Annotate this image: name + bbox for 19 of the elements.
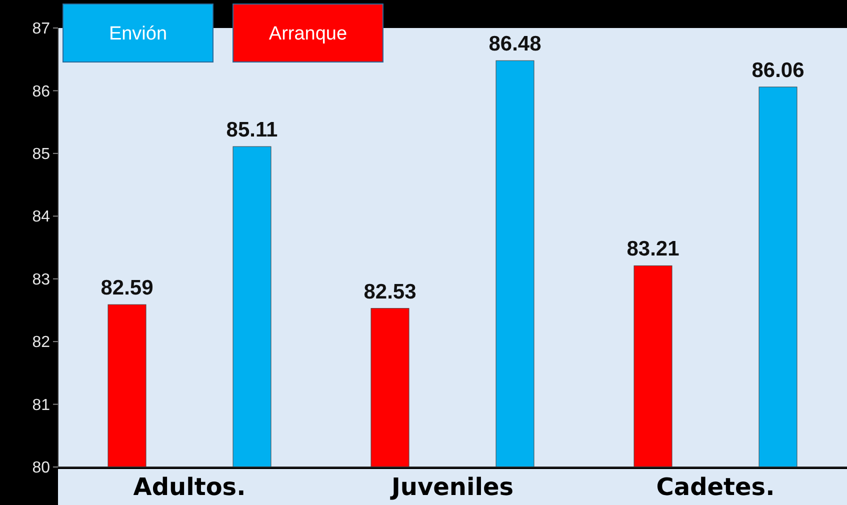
data-label: 86.48	[488, 32, 542, 56]
text: Arranque	[268, 24, 348, 45]
y-tick-label: 85	[32, 146, 50, 164]
y-tick-label: 81	[32, 396, 50, 414]
x-tick-label: Adultos.	[133, 473, 246, 501]
text: Envión	[108, 24, 168, 45]
y-tick-label: 86	[32, 83, 50, 100]
data-label: 85.11	[226, 118, 278, 142]
y-tick-label: 84	[32, 208, 50, 226]
x-tick-label: Cadetes.	[656, 473, 775, 501]
data-label: 86.06	[752, 58, 804, 82]
x-tick-label: Juveniles	[389, 473, 514, 501]
data-label: 82.59	[100, 276, 154, 300]
y-tick-label: 80	[32, 460, 50, 477]
data-label: 83.21	[626, 238, 680, 261]
y-tick-label: 82	[32, 334, 50, 352]
y-tick-label: 83	[32, 271, 50, 288]
data-label: 82.53	[364, 280, 416, 304]
y-tick-label: 87	[32, 20, 50, 38]
